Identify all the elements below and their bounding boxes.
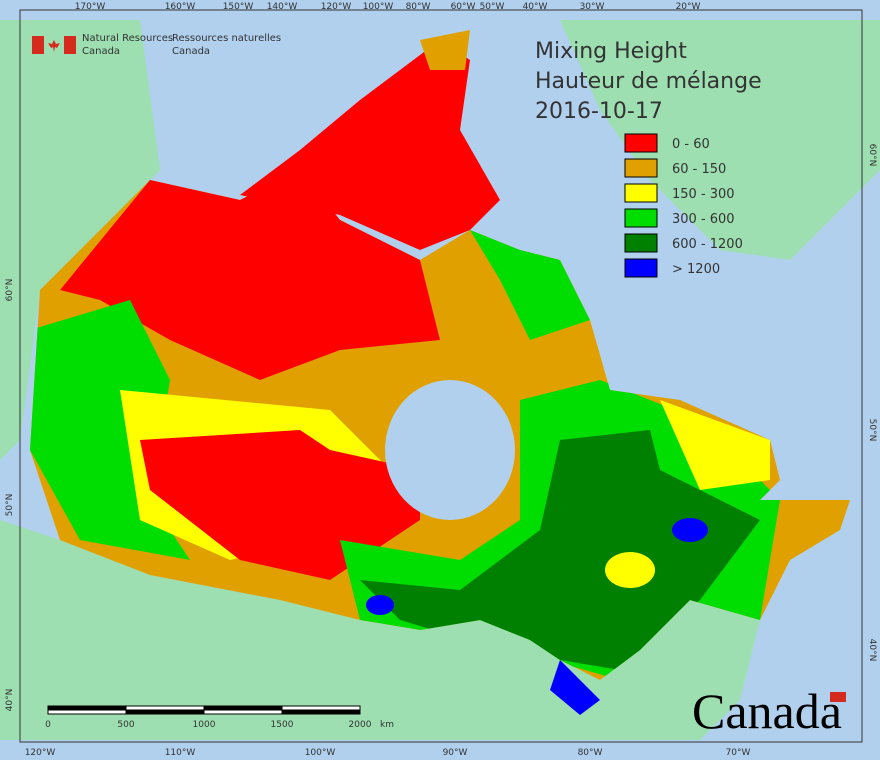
title: Mixing Height [535,39,687,64]
greenland [560,20,880,260]
graticule-label: 100°W [363,2,394,12]
graticule-label: 90°W [443,748,468,758]
graticule-label: 30°W [580,2,605,12]
graticule-label: 120°W [25,748,56,758]
scale-segment [203,705,283,711]
graticule-label: 60°W [451,2,476,12]
agency: Natural Resources [82,33,173,44]
graticule-label: 80°W [406,2,431,12]
legend-swatch [624,183,658,203]
arctic-islands [420,30,470,70]
scale-segment [281,709,361,715]
legend-swatch [624,133,658,153]
zone [672,518,708,542]
arctic-islands [240,40,500,250]
scale-segment [281,705,361,711]
flag [32,36,44,54]
legend-label: > 1200 [672,262,720,277]
wordmark: Canada [692,683,842,739]
zone [60,170,440,380]
graticule-label: 150°W [223,2,254,12]
graticule-label: 50°N [5,494,15,517]
header: Natural Resources Canada Ressources natu… [32,33,281,57]
lake [550,660,600,715]
graticule-label: 160°W [165,2,196,12]
scale-segment [125,705,205,711]
graticule-label: 170°W [75,2,106,12]
legend-label: 600 - 1200 [672,237,743,252]
hudson-bay [385,380,515,520]
graticule-label: 20°W [676,2,701,12]
graticule-label: 40°W [523,2,548,12]
title: Hauteur de mélange [535,69,762,94]
graticule-label: 70°W [726,748,751,758]
scale-unit: km [380,720,394,730]
graticule-label: 140°W [267,2,298,12]
zone [470,230,590,340]
legend-label: 300 - 600 [672,212,735,227]
legend-label: 60 - 150 [672,162,726,177]
zone [360,430,760,670]
zone [605,552,655,588]
graticule-label: 40°N [867,639,877,662]
legend-swatch [624,233,658,253]
wordmark-flag [830,692,846,702]
scale-segment [47,709,127,715]
scale-label: 0 [45,720,51,730]
scale-segment [203,709,283,715]
agency: Canada [172,46,210,57]
graticule-label: 50°N [867,419,877,442]
agency: Canada [82,46,120,57]
scale-segment [47,705,127,711]
graticule-label: 40°N [5,689,15,712]
graticule-label: 60°N [5,279,15,302]
graticule-label: 120°W [321,2,352,12]
frame [19,9,863,743]
alaska [0,20,160,460]
scale-label: 1000 [193,720,216,730]
legend-label: 150 - 300 [672,187,735,202]
maple-leaf [48,40,60,52]
graticule-label: 80°W [578,748,603,758]
legend-swatch [624,258,658,278]
agency: Ressources naturelles [172,33,281,44]
legend-label: 0 - 60 [672,137,710,152]
scale-segment [125,709,205,715]
title: 2016-10-17 [535,99,663,124]
scale-label: 500 [117,720,134,730]
graticule-label: 110°W [165,748,196,758]
scale-label: 2000 [349,720,372,730]
legend-swatch [624,208,658,228]
legend-swatch [624,158,658,178]
scale-label: 1500 [271,720,294,730]
graticule-label: 50°W [480,2,505,12]
zone [660,400,770,490]
zone [366,595,394,615]
flag [64,36,76,54]
graticule-label: 100°W [305,748,336,758]
graticule-label: 60°N [867,144,877,167]
